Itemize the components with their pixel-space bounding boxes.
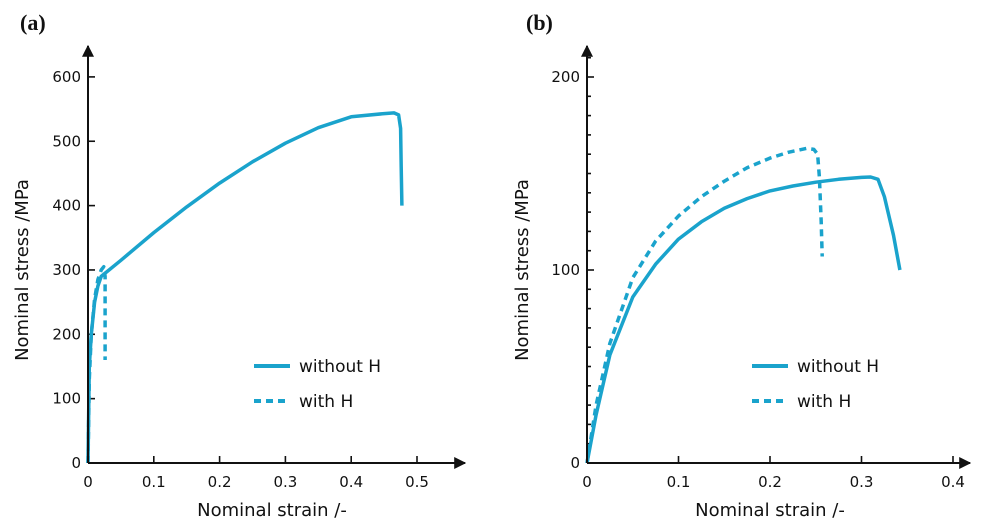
- panel-b-series: [585, 146, 902, 464]
- panel-b-x-tick-label: 0.1: [667, 473, 691, 491]
- panel-a-x-tick-label: 0.5: [405, 473, 429, 491]
- panel-a-series: [86, 111, 404, 464]
- panel-a-label: (a): [20, 10, 46, 35]
- panel-a-y-tick-label: 200: [52, 325, 81, 343]
- panel-a-x-tick-label: 0: [83, 473, 93, 491]
- panel-a-legend-label-without-h: without H: [299, 357, 381, 377]
- panel-b-label: (b): [526, 10, 553, 35]
- panel-a-y-tick-label: 0: [71, 454, 81, 472]
- panel-b-series-without-h: [585, 175, 902, 464]
- panel-b-x-tick-label: 0.4: [941, 473, 965, 491]
- panel-a-x-axis-title: Nominal strain /-: [197, 500, 347, 521]
- panel-a-x-tick-label: 0.2: [208, 473, 232, 491]
- panel-a-x-tick-label: 0.4: [339, 473, 363, 491]
- panel-b-y-axis-title: Nominal stress /MPa: [512, 179, 533, 361]
- panel-a-series-without-h: [86, 111, 404, 464]
- panel-b-legend-label-without-h: without H: [797, 357, 879, 377]
- panel-a-y-tick-label: 300: [52, 261, 81, 279]
- panel-b-legend-label-with-h: with H: [797, 392, 851, 412]
- panel-a-y-tick-label: 400: [52, 197, 81, 215]
- panel-a-ticks: 0 0.1 0.2 0.3 0.4 0.5 0 100 200 300 400 500 600: [52, 68, 429, 491]
- panel-b-x-tick-label: 0.2: [758, 473, 782, 491]
- panel-b-legend: without H with H: [752, 357, 879, 412]
- panel-a-y-tick-label: 100: [52, 390, 81, 408]
- panel-b-x-axis-title: Nominal strain /-: [695, 500, 845, 521]
- panel-b-series-with-h: [585, 146, 824, 464]
- panel-a-legend: without H with H: [254, 357, 381, 412]
- panel-a-chart: (a) 0 0.1 0.2 0.3 0.4 0.50100200300400500600 …: [12, 10, 467, 521]
- panel-a-x-tick-label: 0.3: [273, 473, 297, 491]
- panel-b-y-tick-label: 0: [570, 454, 580, 472]
- panel-a-y-axis-title: Nominal stress /MPa: [12, 179, 33, 361]
- panel-b-y-tick-label: 200: [551, 68, 580, 86]
- panel-a-x-tick-label: 0.1: [142, 473, 166, 491]
- panel-a-y-tick-label: 600: [52, 68, 81, 86]
- panel-a-legend-label-with-h: with H: [299, 392, 353, 412]
- panel-b-x-tick-label: 0: [582, 473, 592, 491]
- panel-b-y-tick-label: 100: [551, 261, 580, 279]
- panel-b-ticks: 0 0.1 0.2 0.3 0.4 0 100 200: [551, 56, 965, 491]
- panel-a-y-tick-label: 500: [52, 132, 81, 150]
- panel-b-chart: (b) 0 0.1 0.2 0.3 0.4 0 100 200 Nominal strain …: [512, 10, 972, 521]
- panel-b-x-tick-label: 0.3: [850, 473, 874, 491]
